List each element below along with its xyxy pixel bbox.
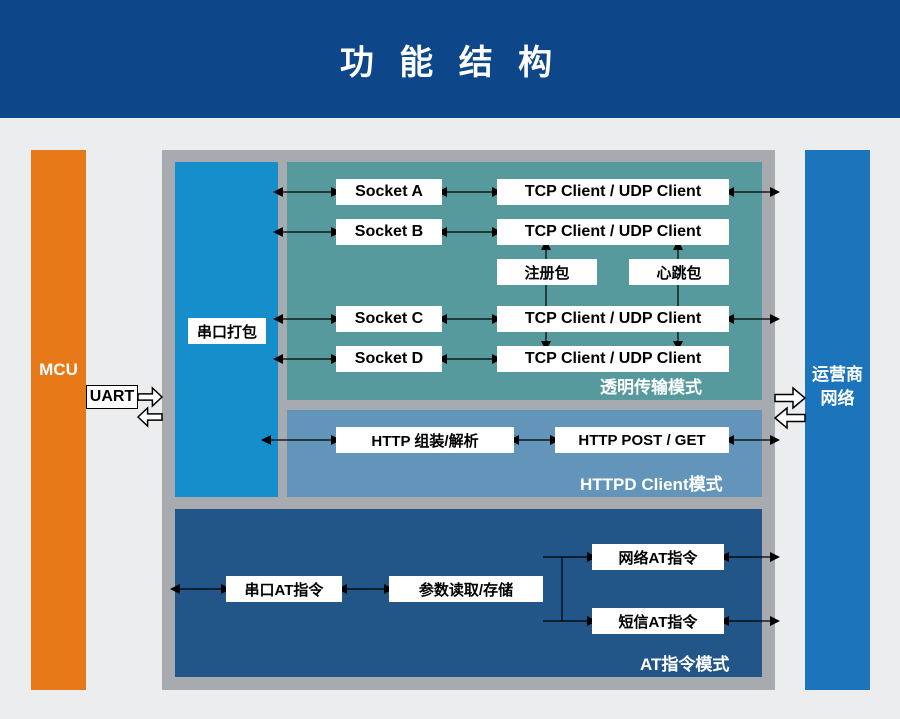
node-socket_a: Socket A — [336, 179, 442, 205]
diagram-stage: 功 能 结 构串口打包 Socket A Socket B Socket C Socke… — [0, 0, 900, 719]
node-http_pg: HTTP POST / GET — [555, 427, 729, 453]
header-title: 功 能 结 构 — [340, 35, 560, 84]
label-operator: 运营商 — [805, 360, 870, 385]
big-arrow-1 — [138, 408, 162, 426]
label-mcu: MCU — [31, 360, 86, 380]
big-arrow-0 — [138, 388, 162, 406]
big-arrow-3 — [775, 408, 805, 428]
node-at_sms: 短信AT指令 — [592, 608, 724, 634]
section-title-http: HTTPD Client模式 — [580, 470, 723, 495]
node-socket_d: Socket D — [336, 346, 442, 372]
node-at_net: 网络AT指令 — [592, 544, 724, 570]
node-tcp_c: TCP Client / UDP Client — [497, 306, 729, 332]
header-banner: 功 能 结 构 — [0, 0, 900, 118]
node-tcp_a: TCP Client / UDP Client — [497, 179, 729, 205]
node-tcp_d: TCP Client / UDP Client — [497, 346, 729, 372]
node-serial_pack: 串口打包 — [188, 318, 266, 344]
node-reg_pack: 注册包 — [497, 259, 597, 285]
node-tcp_b: TCP Client / UDP Client — [497, 219, 729, 245]
label-uart: UART — [86, 385, 138, 409]
region-net_col — [805, 150, 870, 690]
node-socket_b: Socket B — [336, 219, 442, 245]
label-network: 网络 — [805, 384, 870, 409]
node-at_param: 参数读取/存储 — [389, 576, 543, 602]
section-title-at: AT指令模式 — [640, 650, 729, 675]
big-arrow-2 — [775, 388, 805, 408]
region-mcu_col — [31, 150, 86, 690]
node-heart_pack: 心跳包 — [629, 259, 729, 285]
section-title-teal: 透明传输模式 — [600, 373, 702, 398]
node-socket_c: Socket C — [336, 306, 442, 332]
node-at_serial: 串口AT指令 — [226, 576, 342, 602]
node-http_asm: HTTP 组装/解析 — [336, 427, 514, 453]
